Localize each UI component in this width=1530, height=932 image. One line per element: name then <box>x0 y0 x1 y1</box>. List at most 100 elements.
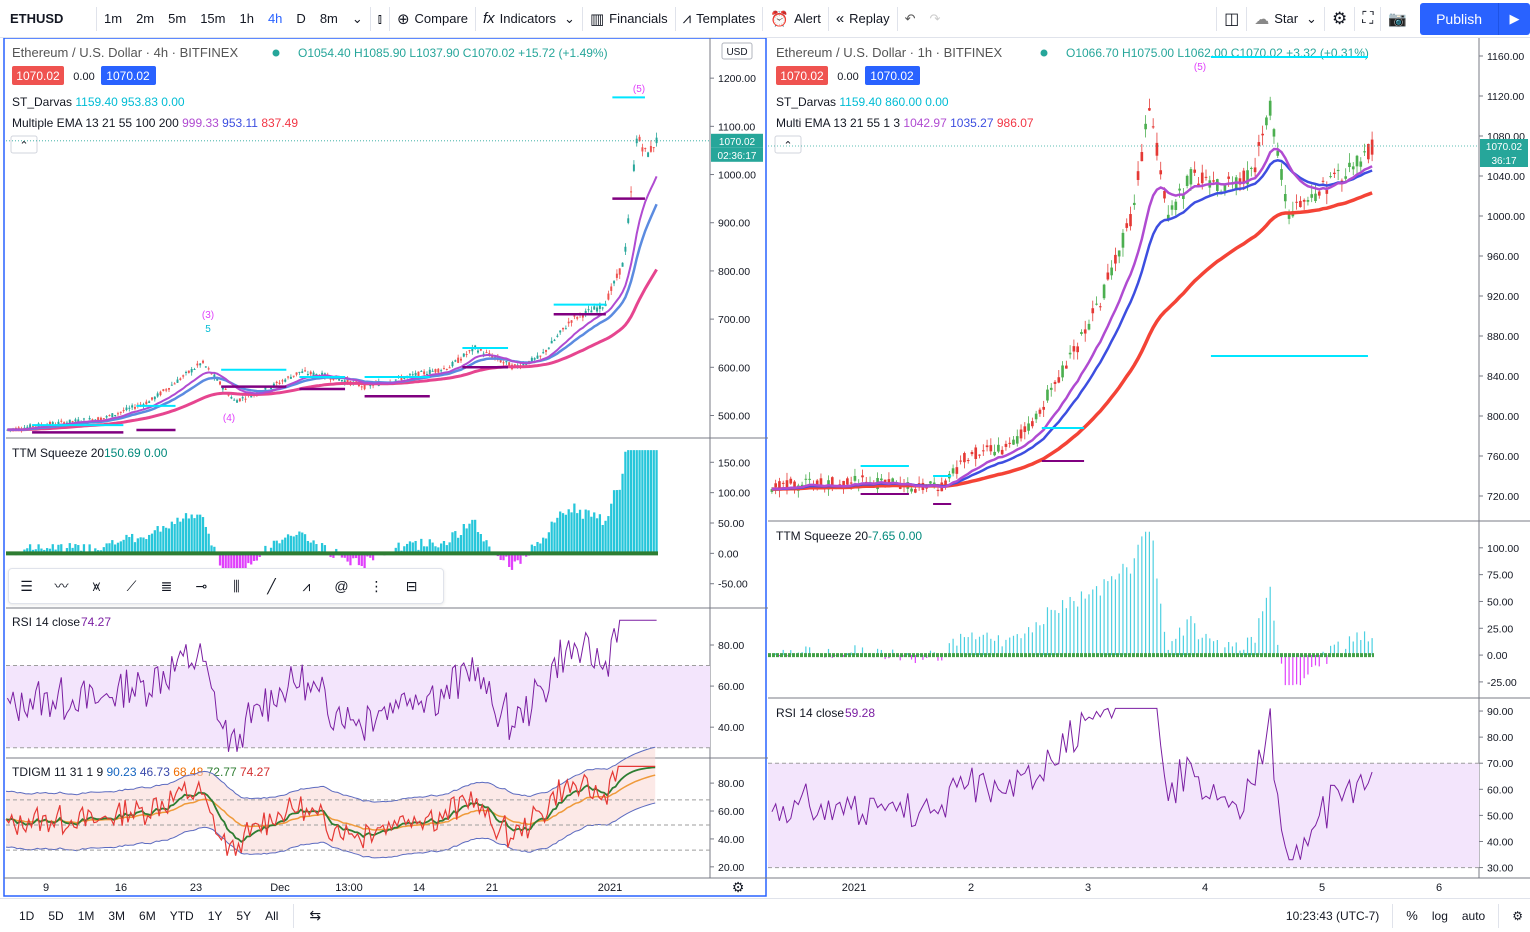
symbol-search[interactable]: ETHUSD <box>10 11 64 26</box>
range-6m[interactable]: 6M <box>139 908 156 923</box>
left-candle-body <box>423 371 426 375</box>
financials-button[interactable]: ▥ Financials <box>583 0 675 38</box>
log-toggle[interactable]: log <box>1431 908 1448 923</box>
left-chart[interactable]: Ethereum / U.S. Dollar · 4h · BITFINEX O1… <box>0 38 768 898</box>
right-candle-body <box>1253 167 1257 173</box>
chevron-down-icon[interactable]: ⌄ <box>351 10 363 26</box>
right-candle-body <box>1015 436 1019 444</box>
interval-4h[interactable]: 4h <box>267 11 283 26</box>
range-1m[interactable]: 1M <box>77 908 95 923</box>
right-candle-body <box>1351 166 1355 170</box>
candle-type-icon[interactable]: ⫾ <box>377 10 382 26</box>
left-candle-body <box>148 401 151 403</box>
undo-button[interactable]: ↶ <box>904 10 916 26</box>
indicators-button[interactable]: fx Indicators ⌄ <box>476 0 582 38</box>
separator <box>1323 6 1325 31</box>
left-candle-body <box>185 371 188 373</box>
right-chart[interactable]: Ethereum / U.S. Dollar · 1h · BITFINEX O1… <box>768 38 1530 898</box>
templates-icon: ⩘ <box>682 10 692 27</box>
gear-icon[interactable]: ⚙ <box>1331 8 1348 28</box>
left-candle-body <box>652 147 655 149</box>
goto-date-icon[interactable]: ⇆ <box>309 907 322 923</box>
right-candle-body <box>1038 409 1042 414</box>
interval-5m[interactable]: 5m <box>168 11 187 26</box>
drawing-toolbar: ☰ 〰 ⩙ ⟋ ≣ ⊸ ⫼ ╱ ⩘ @ ⋮ ⊟ <box>8 568 444 604</box>
left-candle-body <box>125 407 128 411</box>
right-candle-body <box>959 460 962 462</box>
right-time-tick: 5 <box>1319 882 1325 894</box>
wave-123-icon[interactable]: 〰 <box>54 578 69 594</box>
layout-icon[interactable]: ◫ <box>1224 10 1240 28</box>
range-all[interactable]: All <box>265 908 279 923</box>
right-candle-body <box>842 480 845 489</box>
ruler-icon[interactable]: ⊟ <box>405 577 418 594</box>
right-ttm-tick-label: 100.00 <box>1487 543 1519 555</box>
right-candle-body <box>1057 377 1061 383</box>
right-candle-body <box>1012 439 1015 445</box>
trendline-icon[interactable]: ⟋ <box>126 577 137 594</box>
left-candle-body <box>159 391 162 396</box>
right-candle-body <box>1189 169 1193 185</box>
fullscreen-icon[interactable]: ⛶ <box>1362 9 1374 27</box>
interval-2m[interactable]: 2m <box>136 11 155 26</box>
horizontal-lines-icon[interactable]: ☰ <box>20 577 33 594</box>
horizontal-ray-icon[interactable]: ⊸ <box>195 577 208 594</box>
play-icon[interactable]: ▶ <box>1498 2 1530 35</box>
publish-button[interactable]: Publish <box>1420 2 1498 35</box>
left-candle-body <box>641 147 644 152</box>
left-ttm-values: 150.69 0.00 <box>104 446 168 460</box>
interval-1h[interactable]: 1h <box>239 11 254 26</box>
spiral-icon[interactable]: @ <box>334 578 349 594</box>
left-candle-body <box>457 357 460 363</box>
left-wave-label-4: (4) <box>223 413 235 424</box>
right-candle-body <box>830 477 834 489</box>
left-candle-body <box>542 352 545 354</box>
range-1d[interactable]: 1D <box>19 908 35 923</box>
right-candle-body <box>1249 167 1253 169</box>
left-candle-body <box>573 315 576 317</box>
compare-button[interactable]: ⊕ Compare <box>390 0 475 38</box>
range-1y[interactable]: 1Y <box>207 908 223 923</box>
interval-1m[interactable]: 1m <box>104 11 123 26</box>
pattern-icon[interactable]: ⩘ <box>302 577 311 594</box>
right-ema-55-line <box>771 191 1373 491</box>
range-ytd[interactable]: YTD <box>169 908 194 923</box>
alert-button[interactable]: ⏰ Alert <box>763 0 827 38</box>
cloud-save-button[interactable]: ☁ Star ⌄ <box>1247 0 1324 38</box>
auto-toggle[interactable]: auto <box>1461 908 1486 923</box>
line-icon[interactable]: ╱ <box>267 577 276 594</box>
ranges-icon[interactable]: ⋮ <box>369 577 384 594</box>
left-candle-body <box>301 371 304 373</box>
fib-icon[interactable]: ≣ <box>160 577 173 594</box>
right-ttm-tick-label: 75.00 <box>1487 570 1513 582</box>
separator <box>1392 903 1394 928</box>
left-darvas-legend: ST_Darvas 1159.40 953.83 0.00 <box>12 95 185 109</box>
right-candle-body <box>1200 172 1204 184</box>
right-time-tag-box <box>1480 153 1528 167</box>
range-3m[interactable]: 3M <box>108 908 126 923</box>
chart-settings-icon[interactable]: ⚙ <box>1512 908 1523 923</box>
replay-button[interactable]: « Replay <box>829 0 897 38</box>
range-5y[interactable]: 5Y <box>236 908 252 923</box>
percent-toggle[interactable]: % <box>1406 908 1418 923</box>
templates-button[interactable]: ⩘ Templates <box>676 0 763 38</box>
left-candle-body <box>414 372 417 376</box>
camera-icon[interactable]: 📷 <box>1388 10 1408 28</box>
left-candle-body <box>298 371 301 373</box>
redo-button[interactable]: ↷ <box>929 10 941 26</box>
range-5d[interactable]: 5D <box>48 908 64 923</box>
left-candle-body <box>199 363 202 366</box>
interval-d[interactable]: D <box>296 11 306 26</box>
left-candle-body <box>601 307 604 309</box>
wave-abc-icon[interactable]: ⩙ <box>92 577 101 594</box>
vertical-lines-icon[interactable]: ⫼ <box>233 577 240 594</box>
right-candle-body <box>1333 172 1336 175</box>
right-candle-body <box>1299 200 1302 208</box>
left-candle-body <box>287 376 290 378</box>
left-candle-body <box>482 353 485 355</box>
interval-8m[interactable]: 8m <box>319 11 338 26</box>
right-price-tick-label: 1120.00 <box>1487 91 1524 103</box>
right-candle-body <box>1227 176 1230 179</box>
interval-15m[interactable]: 15m <box>200 11 226 26</box>
clock[interactable]: 10:23:43 (UTC-7) <box>1285 908 1380 923</box>
